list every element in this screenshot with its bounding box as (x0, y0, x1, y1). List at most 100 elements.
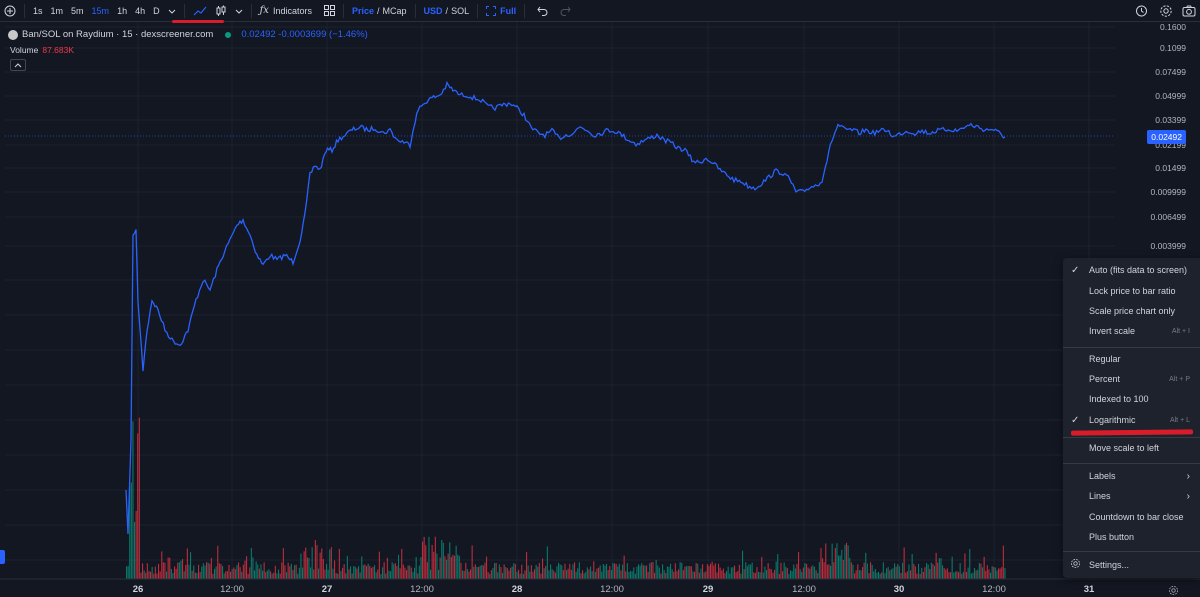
volume-bar (430, 569, 432, 579)
volume-bar (642, 565, 644, 579)
volume-bar (247, 573, 249, 579)
volume-bar (434, 536, 436, 579)
usd-sol-toggle[interactable]: USD / SOL (420, 0, 474, 22)
volume-bar (692, 571, 694, 579)
volume-bar (802, 567, 804, 579)
volume-bar (134, 522, 136, 579)
interval-1h[interactable]: 1h (117, 5, 128, 16)
volume-bar (310, 567, 312, 579)
menu-item-settings[interactable]: Settings... (1063, 556, 1200, 574)
menu-item-percent[interactable]: Percent Alt + P (1063, 370, 1200, 388)
volume-bar (588, 569, 590, 579)
volume-bar (886, 568, 888, 579)
volume-bar (1001, 567, 1003, 579)
volume-bar (481, 564, 483, 579)
volume-bar (225, 571, 227, 579)
candle-chart-type-icon[interactable] (211, 0, 231, 22)
volume-bar (410, 567, 412, 579)
volume-bar (729, 573, 731, 579)
axis-settings-gear-icon[interactable] (1168, 585, 1179, 597)
volume-bar (567, 568, 569, 579)
volume-bar (786, 568, 788, 579)
volume-bar (852, 564, 854, 579)
menu-item-invert-scale[interactable]: Invert scale Alt + I (1063, 322, 1200, 340)
menu-item-labels[interactable]: Labels › (1063, 467, 1200, 485)
alert-clock-icon[interactable] (1135, 4, 1149, 18)
volume-bar (644, 565, 646, 579)
line-chart-type-icon[interactable] (189, 0, 211, 22)
interval-4h[interactable]: 4h (135, 5, 146, 16)
chart-type-chevron-icon[interactable] (231, 0, 247, 22)
menu-item-lines[interactable]: Lines › (1063, 487, 1200, 505)
volume-bar (878, 571, 880, 579)
volume-bar (633, 567, 635, 579)
price-mcap-toggle[interactable]: Price / MCap (348, 0, 411, 22)
menu-item-plus-button[interactable]: Plus button (1063, 528, 1200, 546)
undo-icon[interactable] (533, 0, 552, 22)
menu-item-regular[interactable]: Regular (1063, 350, 1200, 368)
menu-item-scale-price-only[interactable]: Scale price chart only (1063, 302, 1200, 320)
volume-bar (321, 548, 323, 579)
interval-15m[interactable]: 15m (91, 5, 110, 16)
volume-bar (668, 566, 670, 579)
volume-bar (703, 572, 705, 579)
volume-bar (233, 567, 235, 579)
volume-bar (641, 563, 643, 579)
volume-bar (402, 564, 404, 579)
volume-bar (810, 566, 812, 579)
volume-bar (383, 562, 385, 579)
volume-bar (502, 572, 504, 579)
interval-1s[interactable]: 1s (33, 5, 43, 16)
collapse-legend-chevron-icon[interactable] (10, 59, 26, 71)
menu-item-auto[interactable]: ✓ Auto (fits data to screen) (1063, 261, 1200, 279)
volume-bar (780, 562, 782, 579)
volume-bar (228, 565, 230, 579)
camera-icon[interactable] (1182, 4, 1196, 18)
volume-bar (894, 563, 896, 579)
time-tick: 12:00 (792, 584, 816, 595)
volume-bar (582, 570, 584, 579)
volume-bar (554, 572, 556, 579)
left-drag-handle[interactable] (0, 550, 5, 564)
time-tick: 12:00 (982, 584, 1006, 595)
volume-bar (406, 570, 408, 579)
volume-bar (604, 565, 606, 579)
interval-d[interactable]: D (153, 5, 160, 16)
volume-bar (874, 569, 876, 579)
price-tick: 0.04999 (1155, 91, 1186, 101)
volume-bar (470, 569, 472, 579)
volume-bar (774, 569, 776, 579)
volume-bar (558, 562, 560, 579)
menu-item-countdown[interactable]: Countdown to bar close (1063, 508, 1200, 526)
full-button[interactable]: Full (482, 0, 520, 22)
menu-item-move-scale-left[interactable]: Move scale to left (1063, 439, 1200, 457)
volume-bar (420, 557, 422, 579)
volume-bar (740, 573, 742, 579)
menu-item-lock-price-ratio[interactable]: Lock price to bar ratio (1063, 282, 1200, 300)
volume-bar (900, 573, 902, 579)
add-symbol-icon[interactable] (0, 0, 20, 22)
volume-bar (758, 572, 760, 579)
volume-bar (897, 564, 899, 579)
volume-bar (148, 571, 150, 579)
interval-1m[interactable]: 1m (50, 5, 64, 16)
volume-bar (818, 562, 820, 579)
layout-grid-icon[interactable] (320, 0, 339, 22)
volume-bar (479, 565, 481, 579)
menu-item-indexed-100[interactable]: Indexed to 100 (1063, 390, 1200, 408)
interval-dropdown-chevron-icon[interactable] (164, 0, 180, 22)
interval-5m[interactable]: 5m (71, 5, 84, 16)
menu-item-logarithmic[interactable]: ✓ Logarithmic Alt + L (1063, 411, 1200, 429)
volume-bar (934, 565, 936, 579)
symbol-title[interactable]: Ban/SOL on Raydium · 15 · dexscreener.co… (22, 29, 214, 40)
settings-gear-icon[interactable] (1159, 4, 1173, 18)
settings-gear-icon (1070, 558, 1081, 572)
volume-bar (998, 568, 1000, 579)
volume-bar (354, 566, 356, 579)
indicators-button[interactable]: ƒx Indicators (256, 0, 316, 22)
redo-icon[interactable] (556, 0, 575, 22)
volume-bar (514, 564, 516, 579)
volume-bar (820, 548, 822, 579)
price-tick: 0.1099 (1160, 43, 1186, 53)
